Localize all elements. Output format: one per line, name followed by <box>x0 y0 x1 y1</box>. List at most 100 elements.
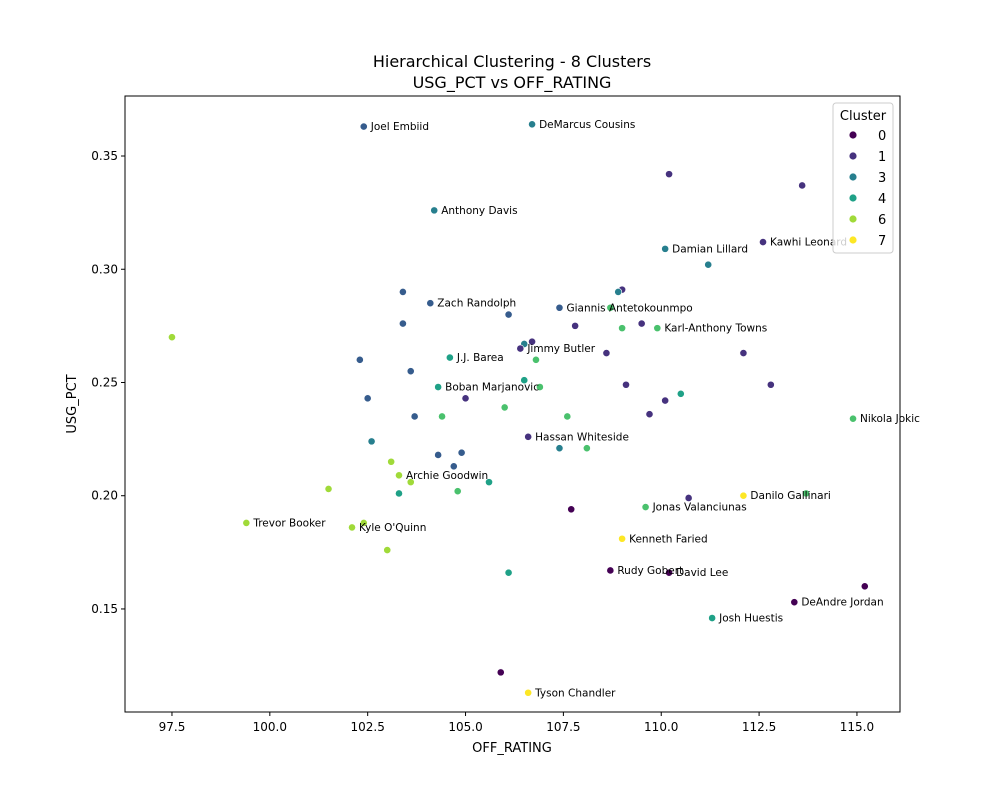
scatter-point <box>849 414 857 423</box>
scatter-point <box>759 238 767 246</box>
point-label: Hassan Whiteside <box>535 431 629 443</box>
scatter-point <box>708 614 717 622</box>
point-label: Trevor Booker <box>252 517 326 529</box>
y-tick-label: 0.30 <box>91 262 118 276</box>
scatter-point <box>504 310 513 319</box>
x-tick-label: 112.5 <box>742 720 776 734</box>
scatter-point <box>496 668 505 677</box>
scatter-point <box>860 582 869 591</box>
scatter-point <box>500 403 509 412</box>
scatter-point <box>653 324 662 333</box>
scatter-point <box>645 410 654 419</box>
point-label: Boban Marjanovic <box>445 382 539 394</box>
scatter-point <box>684 494 693 502</box>
scatter-point <box>406 478 415 487</box>
scatter-point <box>363 394 372 403</box>
scatter-point <box>618 324 626 333</box>
x-tick-label: 102.5 <box>350 720 384 734</box>
scatter-point <box>802 489 810 498</box>
point-labels: Joel Embiid DeMarcus Cousins Anthony Davis… <box>252 119 920 699</box>
scatter-point <box>399 287 407 296</box>
y-tick-label: 0.20 <box>91 489 118 503</box>
y-tick-label: 0.25 <box>91 375 118 389</box>
legend-label: 7 <box>878 234 886 249</box>
scatter-point <box>555 444 564 453</box>
legend: Cluster 0 1 3 4 6 7 <box>832 102 894 254</box>
legend-label: 1 <box>878 150 886 165</box>
point-label: DeMarcus Cousins <box>539 119 635 131</box>
legend-box <box>832 102 894 254</box>
scatter-point <box>582 444 591 453</box>
scatter-point <box>661 244 670 253</box>
scatter-point <box>532 355 540 364</box>
point-label: Giannis Antetokounmpo <box>566 302 692 314</box>
x-tick-label: 105.0 <box>448 720 482 734</box>
scatter-point <box>524 432 533 441</box>
scatter-point <box>406 367 415 376</box>
legend-entries: 0 1 3 4 6 7 <box>849 129 886 249</box>
scatter-point <box>528 337 536 346</box>
scatter-point <box>555 303 564 312</box>
point-label: Josh Huestis <box>718 613 783 625</box>
legend-label: 4 <box>878 192 886 207</box>
scatter-point <box>766 380 775 389</box>
point-label: Damian Lillard <box>672 243 748 255</box>
scatter-point <box>524 688 533 697</box>
scatter-point <box>395 489 403 498</box>
legend-marker <box>849 236 857 244</box>
scatter-point <box>445 353 454 362</box>
point-label: Joel Embiid <box>370 121 429 133</box>
scatter-point <box>618 534 626 543</box>
point-label: Karl-Anthony Towns <box>664 323 767 335</box>
y-tick-label: 0.35 <box>91 149 118 163</box>
scatter-point <box>367 437 376 446</box>
scatter-point <box>399 319 407 328</box>
x-tick-label: 107.5 <box>546 720 580 734</box>
scatter-point <box>324 485 333 493</box>
legend-title: Cluster <box>840 109 887 124</box>
scatter-point <box>798 181 807 190</box>
point-label: David Lee <box>676 567 728 579</box>
y-tick-label: 0.15 <box>91 602 118 616</box>
scatter-point <box>641 503 650 511</box>
point-label: Kyle O'Quinn <box>359 522 426 534</box>
scatter-point <box>606 566 615 575</box>
scatter-point <box>622 380 630 389</box>
scatter-point <box>457 448 466 457</box>
point-label: Tyson Chandler <box>534 687 616 699</box>
point-label: Kawhi Leonard <box>770 237 847 249</box>
point-label: Jimmy Butler <box>526 343 595 355</box>
point-label: Rudy Gobert <box>617 565 683 577</box>
scatter-point <box>676 389 685 398</box>
scatter-point <box>430 206 439 215</box>
scatter-point <box>410 412 419 421</box>
x-tick-label: 100.0 <box>253 720 287 734</box>
scatter-point <box>426 299 435 308</box>
point-label: Jonas Valanciunas <box>652 502 747 514</box>
scatter-point <box>571 321 580 330</box>
legend-marker <box>849 131 857 139</box>
scatter-point <box>438 412 446 421</box>
legend-label: 0 <box>878 129 886 144</box>
point-label: Anthony Davis <box>441 205 517 217</box>
scatter-point <box>602 349 611 357</box>
scatter-point <box>563 412 572 421</box>
scatter-point <box>614 287 623 296</box>
x-axis-label: OFF_RATING <box>472 741 552 756</box>
scatter-point <box>661 396 670 405</box>
scatter-point <box>355 355 364 364</box>
scatter-point <box>535 383 544 391</box>
point-label: Archie Goodwin <box>406 470 488 482</box>
scatter-point <box>520 376 529 385</box>
scatter-point <box>504 568 513 577</box>
y-axis-ticks: 0.15 0.20 0.25 0.30 0.35 <box>91 149 125 616</box>
chart-subtitle: USG_PCT vs OFF_RATING <box>413 73 612 93</box>
scatter-point <box>453 487 462 496</box>
x-axis-ticks: 97.5 100.0 102.5 105.0 107.5 110.0 112.5 115.0 <box>159 712 874 734</box>
scatter-point <box>516 344 525 353</box>
scatter-point <box>606 303 615 312</box>
scatter-point <box>485 478 493 487</box>
scatter-point <box>359 518 368 527</box>
point-label: Danilo Gallinari <box>750 490 830 502</box>
